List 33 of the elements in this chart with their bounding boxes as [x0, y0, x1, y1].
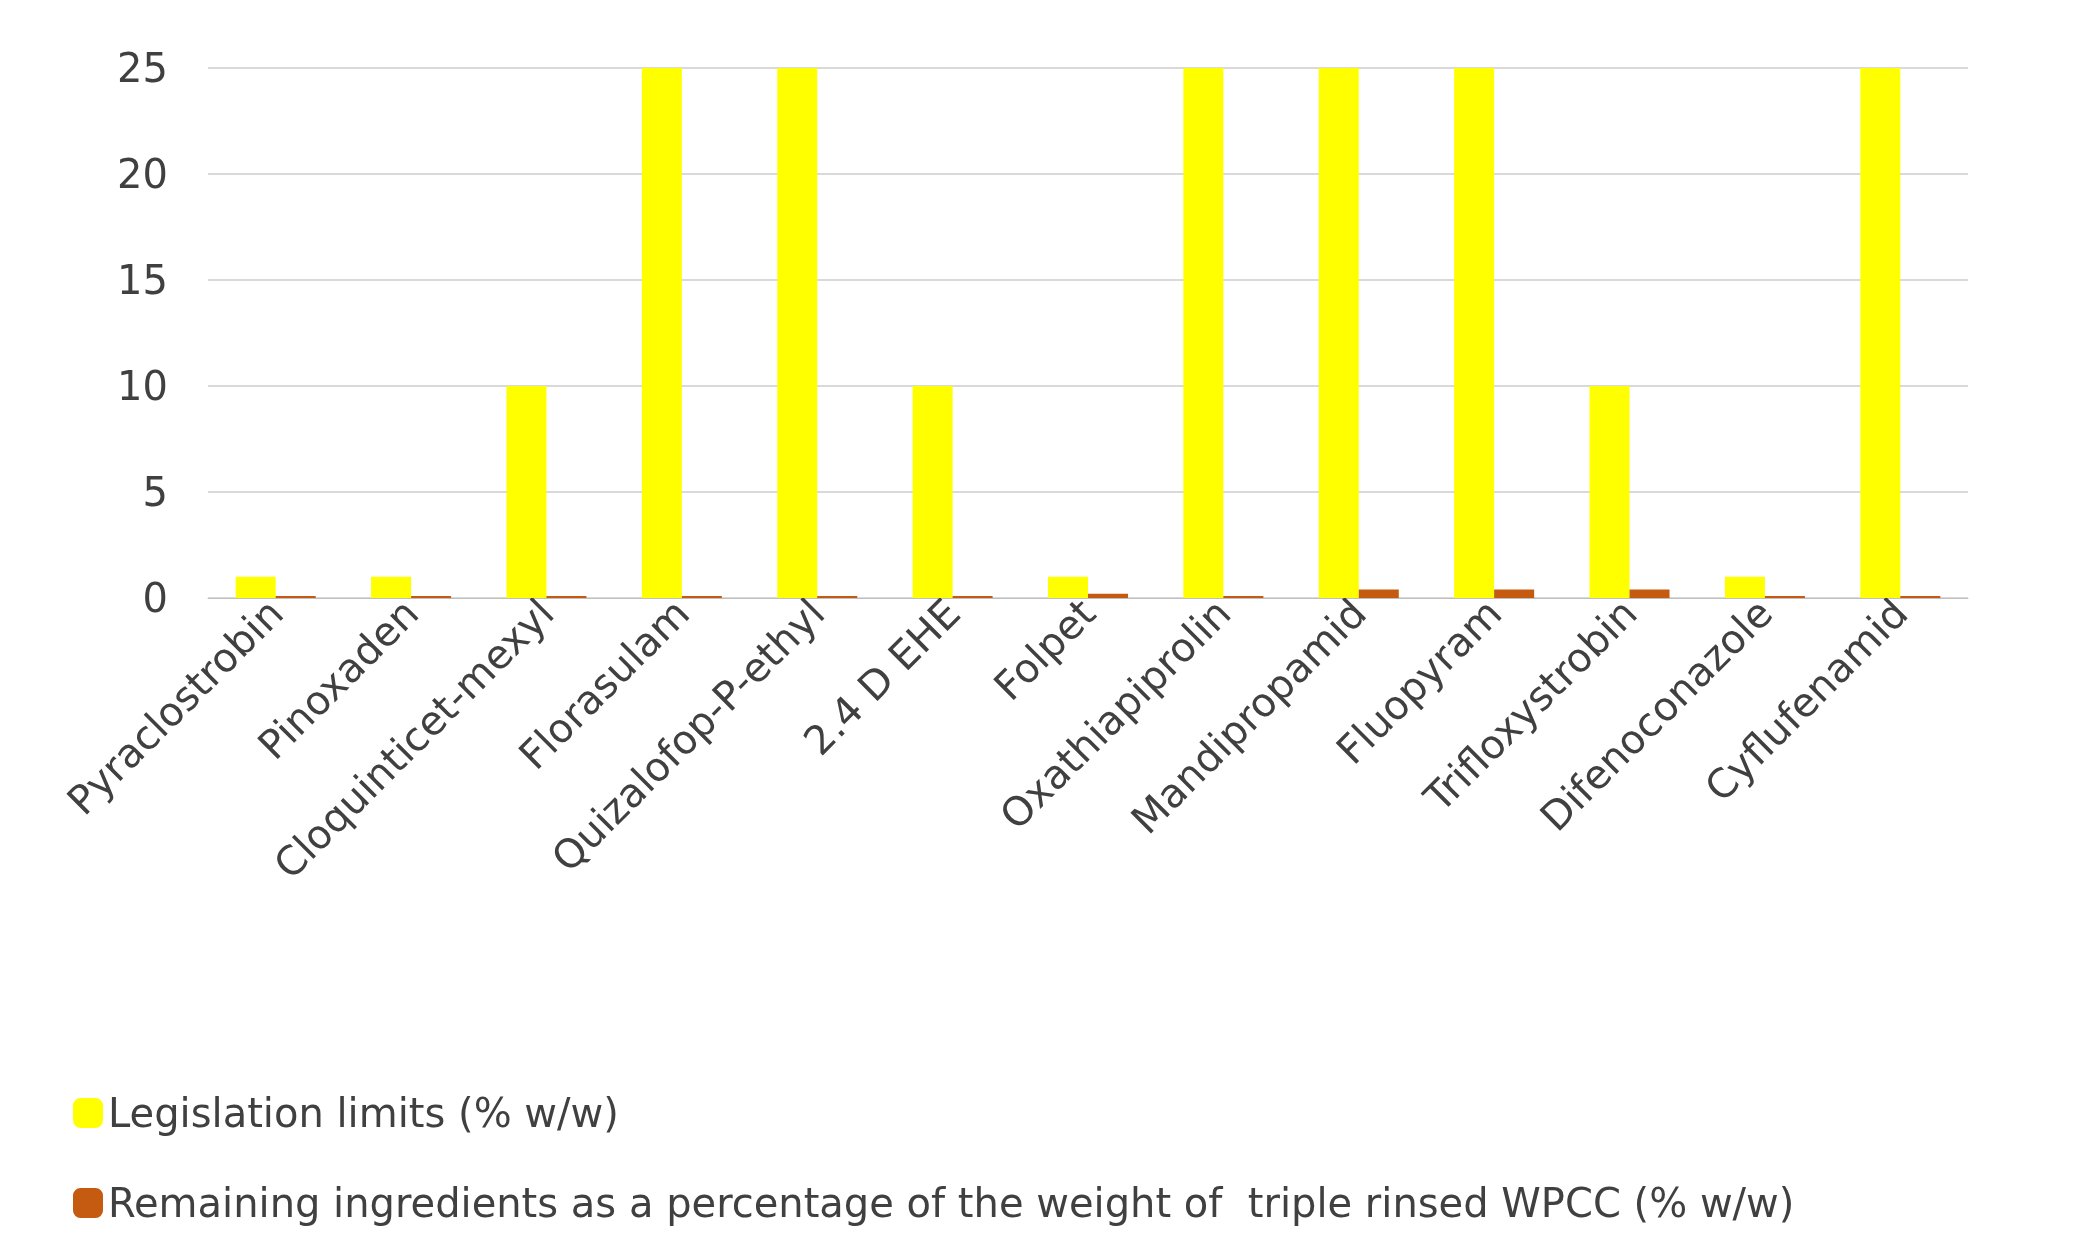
bar — [1088, 593, 1128, 598]
bar — [952, 595, 993, 598]
bar — [817, 595, 858, 598]
bar — [1860, 68, 1901, 598]
bar — [1223, 595, 1264, 598]
bar — [1454, 68, 1495, 598]
y-tick-label: 25 — [117, 45, 168, 91]
bar — [681, 595, 722, 598]
legend-label: Remaining ingredients as a percentage of the weight of triple rinsed WPCC (% w/w) — [108, 1180, 1795, 1226]
bar — [1318, 68, 1359, 598]
bar — [1183, 68, 1224, 598]
y-tick-label: 5 — [142, 469, 168, 515]
bar — [1358, 589, 1399, 598]
bar — [1589, 386, 1630, 598]
bar — [1494, 589, 1535, 598]
bar — [912, 386, 953, 598]
bar — [641, 68, 682, 598]
bar — [371, 576, 412, 598]
y-tick-label: 10 — [117, 363, 168, 409]
bar — [546, 595, 587, 598]
bar — [411, 595, 452, 598]
bar — [235, 576, 276, 598]
legend-label: Legislation limits (% w/w) — [108, 1090, 619, 1136]
bar — [777, 68, 818, 598]
y-tick-label: 15 — [117, 257, 168, 303]
bar — [506, 386, 547, 598]
bar — [1900, 595, 1941, 598]
bar — [1048, 576, 1088, 598]
bar — [1629, 589, 1670, 598]
bar — [1724, 576, 1765, 598]
y-tick-label: 20 — [117, 151, 168, 197]
bar — [1764, 595, 1805, 598]
bar — [275, 595, 316, 598]
